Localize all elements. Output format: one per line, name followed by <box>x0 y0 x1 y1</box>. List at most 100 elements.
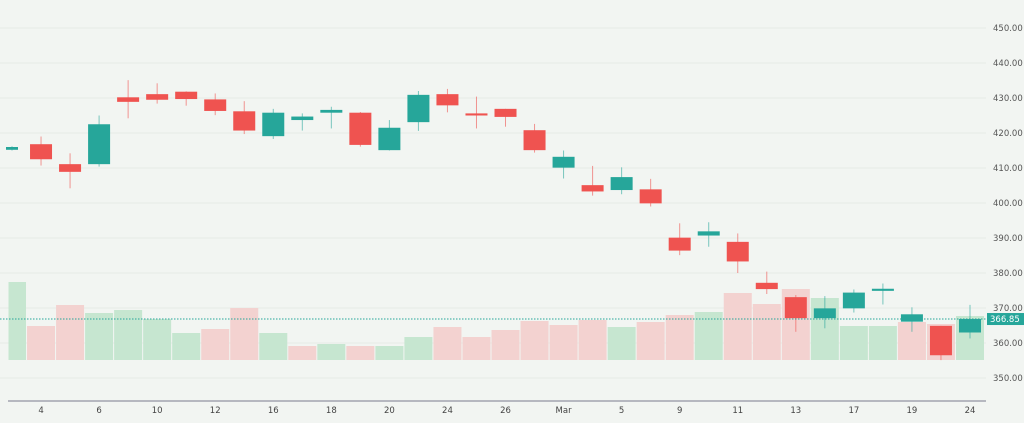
x-tick-label: 18 <box>326 406 337 416</box>
x-tick-label: 20 <box>384 406 395 416</box>
volume-bars <box>8 282 984 360</box>
candle <box>117 80 140 119</box>
x-tick-label: 19 <box>907 406 918 416</box>
candle <box>668 223 691 256</box>
y-tick-label: 400.00 <box>993 199 1023 209</box>
candle-body <box>523 130 546 151</box>
candle-body <box>88 124 111 165</box>
x-tick-label: 12 <box>210 406 221 416</box>
candle <box>842 289 865 313</box>
x-axis: 4 6 10 12 16 18 20 24 26 Mar 5 9 11 13 17 19 24 <box>38 406 975 416</box>
x-tick-label: 9 <box>677 406 682 416</box>
candle <box>233 101 256 135</box>
y-tick-label: 420.00 <box>993 129 1023 139</box>
volume-bar <box>85 313 114 360</box>
y-tick-label: 360.00 <box>993 339 1023 349</box>
candle-body <box>842 292 865 309</box>
candle-body <box>6 147 18 150</box>
candle <box>320 106 343 129</box>
candles <box>6 80 981 361</box>
candle-body <box>349 112 372 145</box>
y-tick-label: 380.00 <box>993 269 1023 279</box>
candle <box>30 136 53 166</box>
x-tick-label: 16 <box>268 406 279 416</box>
candle-body <box>30 144 53 160</box>
volume-bar <box>665 315 694 360</box>
x-tick-label: 4 <box>38 406 43 416</box>
candle-body <box>59 164 82 172</box>
candle <box>378 120 401 151</box>
candle-body <box>407 94 430 123</box>
candle-body <box>697 231 720 236</box>
candle <box>697 222 720 247</box>
candle-body <box>204 99 227 111</box>
candle <box>436 88 459 113</box>
candle-body <box>900 314 923 322</box>
volume-bar <box>114 310 143 360</box>
x-tick-label: 6 <box>96 406 101 416</box>
candle-body <box>494 108 517 117</box>
volume-bar <box>317 344 346 360</box>
candle-body <box>175 91 198 100</box>
candle-body <box>378 127 401 151</box>
x-tick-label: 26 <box>500 406 511 416</box>
candle-body <box>958 319 981 333</box>
candle <box>407 91 430 131</box>
x-tick-label: Mar <box>556 406 573 416</box>
volume-bar <box>404 337 433 360</box>
volume-bar <box>8 282 26 360</box>
y-axis: 450.00 440.00 430.00 420.00 410.00 400.00 390.… <box>993 24 1023 384</box>
volume-bar <box>56 305 85 360</box>
candle <box>291 113 314 131</box>
candle-body <box>262 112 285 137</box>
x-tick-label: 17 <box>848 406 859 416</box>
candle-body <box>610 177 633 191</box>
candle <box>494 108 517 127</box>
y-tick-label: 450.00 <box>993 24 1023 34</box>
candle-body <box>465 113 488 116</box>
x-tick-label: 24 <box>965 406 976 416</box>
y-tick-label: 430.00 <box>993 94 1023 104</box>
candle-body <box>233 111 256 131</box>
volume-bar <box>607 327 636 360</box>
candle <box>755 271 778 294</box>
volume-bar <box>462 337 491 360</box>
volume-bar <box>578 320 607 360</box>
candle-body <box>668 237 691 251</box>
candle <box>871 283 894 305</box>
volume-bar <box>172 333 201 360</box>
y-tick-label: 440.00 <box>993 59 1023 69</box>
candle <box>465 96 488 129</box>
candle-body <box>552 156 575 168</box>
last-price-label: 366.85 <box>987 313 1024 326</box>
volume-bar <box>520 321 549 360</box>
candle <box>552 150 575 179</box>
candle-body <box>784 297 807 319</box>
candle <box>262 108 285 139</box>
candle-body <box>726 241 749 262</box>
candle <box>581 165 604 196</box>
volume-bar <box>694 312 723 360</box>
volume-bar <box>27 326 56 360</box>
volume-bar <box>201 329 230 360</box>
candle-body <box>813 308 836 319</box>
candle-body <box>320 109 343 113</box>
x-tick-label: 5 <box>619 406 624 416</box>
volume-bar <box>839 326 868 360</box>
volume-bar <box>723 293 752 360</box>
candle <box>958 304 981 339</box>
candle <box>784 295 807 332</box>
candle-body <box>929 325 952 356</box>
candle-body <box>871 288 894 291</box>
volume-bar <box>143 319 172 360</box>
volume-bar <box>230 308 259 360</box>
volume-bar <box>375 346 404 360</box>
volume-bar <box>433 327 462 360</box>
candle-body <box>755 282 778 290</box>
candle <box>349 112 372 147</box>
y-tick-label: 350.00 <box>993 374 1023 384</box>
volume-bar <box>752 304 781 360</box>
candle <box>204 93 227 116</box>
x-tick-label: 24 <box>442 406 453 416</box>
